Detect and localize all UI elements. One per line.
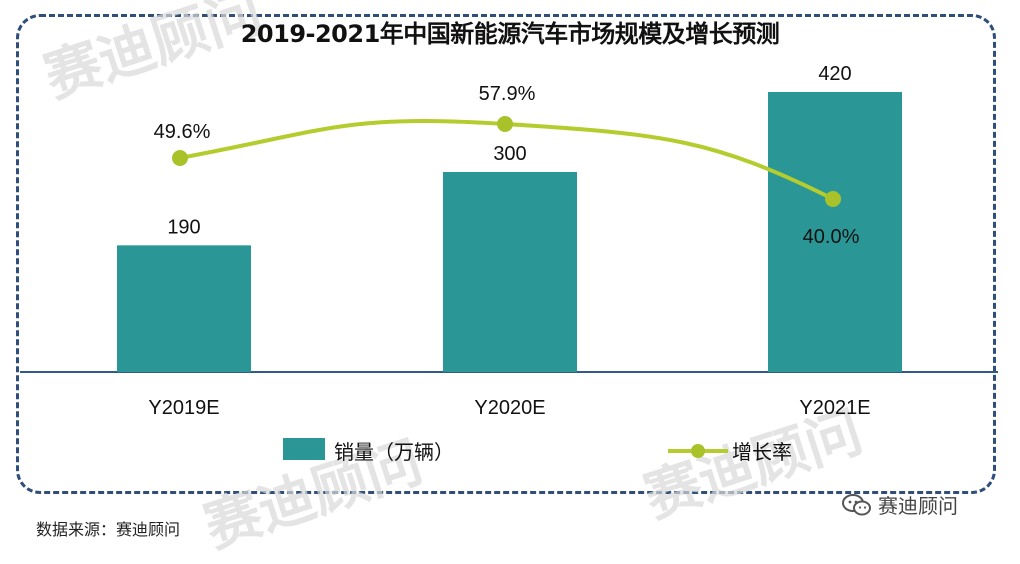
x-tick-label: Y2021E — [799, 397, 870, 419]
growth-rate-marker — [497, 116, 513, 132]
x-tick-label: Y2019E — [148, 397, 219, 419]
growth-rate-label: 49.6% — [154, 121, 211, 143]
chart-title: 2019-2021年中国新能源汽车市场规模及增长预测 — [240, 20, 780, 48]
x-tick-label: Y2020E — [474, 397, 545, 419]
growth-rate-marker — [825, 191, 841, 207]
wechat-icon — [842, 493, 872, 516]
brand-name: 赛迪顾问 — [878, 494, 958, 518]
bar-value-label: 300 — [493, 143, 526, 165]
bar-value-label: 190 — [167, 216, 200, 238]
growth-rate-marker — [172, 150, 188, 166]
legend-line-swatch — [668, 444, 728, 458]
bar-Y2020E — [443, 172, 577, 372]
legend-line-label: 增长率 — [732, 440, 792, 464]
legend-bar-label: 销量（万辆） — [334, 440, 454, 464]
growth-rate-label: 57.9% — [479, 83, 536, 105]
chart-plot: 190 Y2019E 300 Y2020E 420 Y2021E 49.6% 57.9% 40.… — [20, 63, 998, 419]
bar-value-label: 420 — [818, 63, 851, 85]
data-source: 数据来源：赛迪顾问 — [36, 520, 181, 539]
bar-Y2019E — [117, 245, 251, 372]
bar-Y2021E — [768, 92, 902, 372]
chart-frame — [16, 14, 996, 494]
brand-badge: 赛迪顾问 — [842, 490, 958, 519]
legend-bar-swatch — [283, 438, 325, 460]
growth-rate-label: 40.0% — [803, 226, 860, 248]
